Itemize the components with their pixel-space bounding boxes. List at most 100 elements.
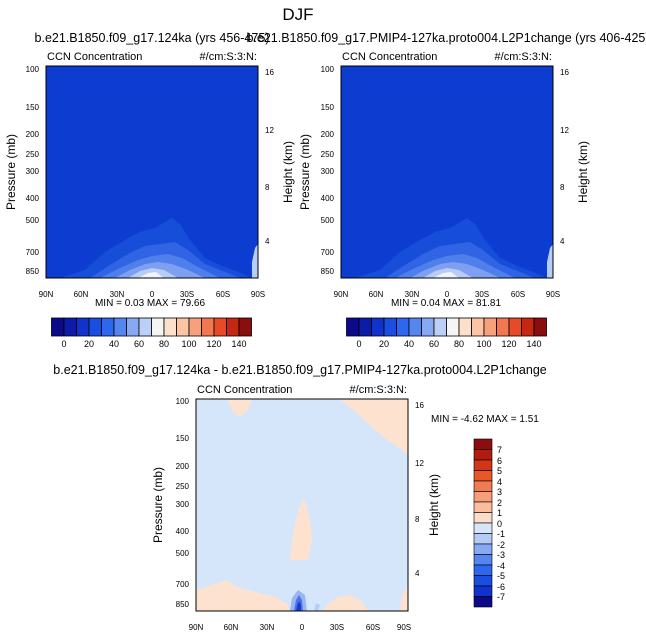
panel-2-left-label: CCN Concentration xyxy=(342,51,437,63)
colorbar-1-swatch xyxy=(101,317,115,337)
colorbar-1-label-120: 120 xyxy=(206,339,221,349)
colorbar-3-label-neg3: -3 xyxy=(497,550,505,560)
panel-1-edge-feature xyxy=(252,244,258,278)
panel-3-ytick-300: 300 xyxy=(176,500,190,509)
panel-1-frame xyxy=(45,65,259,279)
colorbar-3-label-neg7: -7 xyxy=(497,592,505,602)
panel-1-xtick-60s: 60S xyxy=(216,290,230,299)
colorbar-2: 0 20 40 60 80 100 120 140 xyxy=(346,317,547,349)
colorbar-3-swatch xyxy=(473,480,493,492)
colorbar-3-label-5: 5 xyxy=(497,466,502,476)
panel-1-xtick-90n: 90N xyxy=(39,290,54,299)
panel-3-xtick-30s: 30S xyxy=(330,623,344,632)
colorbar-2-swatch xyxy=(421,317,435,337)
colorbar-1-swatch xyxy=(126,317,140,337)
panel-3-negative-region-4 xyxy=(314,603,320,611)
colorbar-1-swatch xyxy=(238,317,252,337)
colorbar-2-label-100: 100 xyxy=(476,339,491,349)
panel-1-y2tick-8: 8 xyxy=(265,183,270,192)
panel-1-y2tick-12: 12 xyxy=(265,126,274,135)
panel-3-positive-region-top-right xyxy=(340,399,408,455)
colorbar-3-swatch xyxy=(473,438,493,450)
panel-2-xtick-60n: 60N xyxy=(369,290,384,299)
panel-2-x-ticks: 90N 60N 30N 0 30S 60S 90S xyxy=(334,290,560,299)
colorbar-2-swatch xyxy=(371,317,385,337)
panel-1-xtick-30n: 30N xyxy=(110,290,125,299)
panel-3-positive-region-surface-left xyxy=(196,580,290,611)
panel-2-xtick-90s: 90S xyxy=(546,290,560,299)
colorbar-2-boxes xyxy=(346,317,547,337)
panel-2-y-ticks: 100 150 200 250 300 400 500 700 850 xyxy=(321,65,335,276)
panel-3-positive-region-mid-plume xyxy=(290,498,312,560)
panel-3-positive-region-top-left xyxy=(228,399,252,417)
panel-2-xtick-30s: 30S xyxy=(475,290,489,299)
panel-2-xtick-30n: 30N xyxy=(405,290,420,299)
colorbar-3-swatch xyxy=(473,491,493,503)
panel-3-xtick-60n: 60N xyxy=(224,623,239,632)
panel-2-frame xyxy=(340,65,554,279)
panel-1-ylabel: Pressure (mb) xyxy=(4,134,18,210)
colorbar-2-swatch xyxy=(471,317,485,337)
colorbar-3-swatch xyxy=(473,554,493,566)
panel-3-x-ticks: 90N 60N 30N 0 30S 60S 90S xyxy=(189,623,411,632)
panel-2: b.e21.B1850.f09_g17.PMIP4-127ka.proto004… xyxy=(246,31,646,309)
panel-3-positive-region-right-edge xyxy=(400,585,408,611)
colorbar-1-swatch xyxy=(188,317,202,337)
panel-3-ytick-150: 150 xyxy=(176,434,190,443)
panel-1-y2-ticks: 16 12 8 4 xyxy=(265,68,274,246)
panel-3-positive-region-surface-right xyxy=(322,595,368,611)
panel-3-ytick-500: 500 xyxy=(176,549,190,558)
colorbar-2-label-60: 60 xyxy=(429,339,439,349)
panel-3-y-ticks: 100 150 200 250 300 400 500 700 850 xyxy=(176,397,190,609)
colorbar-1-swatch xyxy=(226,317,240,337)
panel-1-ytick-850: 850 xyxy=(26,267,40,276)
panel-3-xtick-60s: 60S xyxy=(366,623,380,632)
colorbar-3-swatch xyxy=(473,543,493,555)
panel-3-ytick-700: 700 xyxy=(176,580,190,589)
colorbar-2-swatch xyxy=(533,317,547,337)
colorbar-1-label-0: 0 xyxy=(61,339,66,349)
colorbar-1-swatch xyxy=(76,317,90,337)
panel-2-min-max: MIN = 0.04 MAX = 81.81 xyxy=(391,298,501,309)
panel-3-xtick-90n: 90N xyxy=(189,623,204,632)
panel-2-plot-area xyxy=(340,65,554,279)
colorbar-2-swatch xyxy=(496,317,510,337)
panel-3-ytick-850: 850 xyxy=(176,600,190,609)
colorbar-3-label-4: 4 xyxy=(497,477,502,487)
colorbar-1-swatch xyxy=(113,317,127,337)
panel-2-title: b.e21.B1850.f09_g17.PMIP4-127ka.proto004… xyxy=(246,31,646,45)
panel-2-y2label: Height (km) xyxy=(576,141,590,203)
panel-3-right-label: #/cm:S:3:N: xyxy=(350,384,407,396)
colorbar-1-label-60: 60 xyxy=(134,339,144,349)
panel-2-ytick-250: 250 xyxy=(321,150,335,159)
panel-1-ytick-250: 250 xyxy=(26,150,40,159)
panel-2-xtick-0: 0 xyxy=(445,290,450,299)
panel-3-xtick-90s: 90S xyxy=(397,623,411,632)
panel-1-xtick-30s: 30S xyxy=(180,290,194,299)
colorbar-1-swatch xyxy=(151,317,165,337)
panel-3-ytick-100: 100 xyxy=(176,397,190,406)
colorbar-3-labels: 7 6 5 4 3 2 1 0 -1 -2 -3 -4 -5 -6 -7 xyxy=(497,445,505,602)
panel-3-y2tick-16: 16 xyxy=(415,401,424,410)
panel-3-min-max: MIN = -4.62 MAX = 1.51 xyxy=(431,414,539,425)
panel-1-y2tick-4: 4 xyxy=(265,237,270,246)
colorbar-2-swatch xyxy=(346,317,360,337)
panel-1-xtick-0: 0 xyxy=(150,290,155,299)
colorbar-1-swatch xyxy=(63,317,77,337)
colorbar-2-swatch xyxy=(358,317,372,337)
colorbar-1-swatch xyxy=(176,317,190,337)
panel-2-xtick-90n: 90N xyxy=(334,290,349,299)
panel-2-ytick-700: 700 xyxy=(321,248,335,257)
colorbar-3-label-6: 6 xyxy=(497,456,502,466)
panel-3-ylabel: Pressure (mb) xyxy=(151,467,165,543)
colorbar-3-swatch xyxy=(473,449,493,461)
colorbar-1-label-40: 40 xyxy=(109,339,119,349)
panel-2-y2-ticks: 16 12 8 4 xyxy=(560,68,569,246)
panel-2-y2tick-8: 8 xyxy=(560,183,565,192)
colorbar-3-swatch xyxy=(473,512,493,524)
colorbar-1-label-80: 80 xyxy=(159,339,169,349)
panel-3-ytick-400: 400 xyxy=(176,527,190,536)
colorbar-2-swatch xyxy=(408,317,422,337)
panel-2-ytick-150: 150 xyxy=(321,103,335,112)
panel-1-ytick-200: 200 xyxy=(26,130,40,139)
